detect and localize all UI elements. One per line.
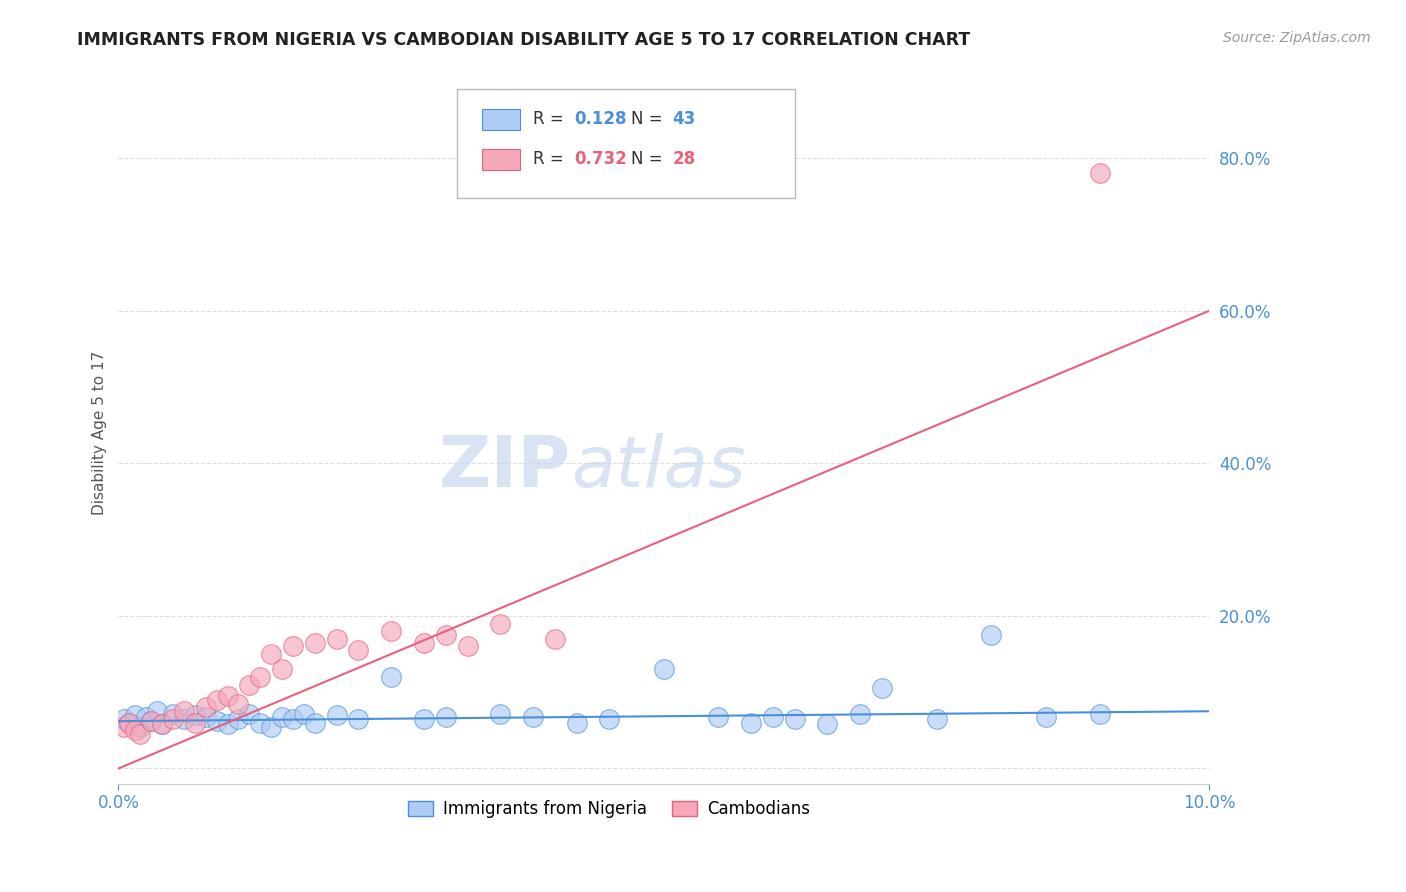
Point	[112, 712, 135, 726]
Point	[150, 717, 173, 731]
Text: R =: R =	[533, 110, 569, 128]
Point	[489, 706, 512, 721]
Point	[238, 677, 260, 691]
Point	[325, 632, 347, 646]
Point	[1035, 709, 1057, 723]
Point	[173, 704, 195, 718]
Point	[249, 715, 271, 730]
Point	[740, 715, 762, 730]
Text: ZIP: ZIP	[439, 434, 571, 502]
Point	[150, 717, 173, 731]
Text: N =: N =	[631, 110, 668, 128]
Text: IMMIGRANTS FROM NIGERIA VS CAMBODIAN DISABILITY AGE 5 TO 17 CORRELATION CHART: IMMIGRANTS FROM NIGERIA VS CAMBODIAN DIS…	[77, 31, 970, 49]
Point	[762, 709, 785, 723]
Legend: Immigrants from Nigeria, Cambodians: Immigrants from Nigeria, Cambodians	[402, 793, 817, 824]
Point	[870, 681, 893, 696]
Point	[260, 647, 283, 661]
Point	[228, 697, 250, 711]
Point	[292, 706, 315, 721]
Point	[544, 632, 567, 646]
Point	[184, 708, 207, 723]
Point	[434, 709, 457, 723]
Text: 0.128: 0.128	[575, 110, 627, 128]
Point	[217, 689, 239, 703]
Point	[173, 712, 195, 726]
Point	[849, 706, 872, 721]
Point	[380, 624, 402, 639]
Point	[281, 640, 304, 654]
Point	[141, 714, 163, 728]
Point	[412, 635, 434, 649]
Point	[124, 708, 146, 723]
Point	[434, 628, 457, 642]
Point	[325, 708, 347, 723]
Point	[304, 635, 326, 649]
Point	[260, 719, 283, 733]
Point	[522, 709, 544, 723]
Point	[145, 704, 167, 718]
Point	[380, 670, 402, 684]
FancyBboxPatch shape	[482, 109, 520, 129]
FancyBboxPatch shape	[457, 89, 794, 198]
Point	[141, 714, 163, 728]
Text: 28: 28	[672, 150, 696, 168]
Point	[194, 700, 217, 714]
Point	[347, 712, 370, 726]
Point	[598, 712, 620, 726]
Point	[304, 715, 326, 730]
Point	[118, 715, 141, 730]
Point	[925, 712, 948, 726]
Text: 0.732: 0.732	[575, 150, 627, 168]
Point	[129, 719, 152, 733]
Point	[228, 712, 250, 726]
Point	[217, 717, 239, 731]
Point	[271, 662, 294, 676]
Point	[162, 706, 184, 721]
Point	[194, 709, 217, 723]
Point	[129, 727, 152, 741]
Text: atlas: atlas	[571, 434, 745, 502]
Point	[162, 712, 184, 726]
Point	[281, 712, 304, 726]
Point	[817, 717, 839, 731]
Point	[347, 643, 370, 657]
Point	[707, 709, 730, 723]
Point	[135, 709, 157, 723]
Y-axis label: Disability Age 5 to 17: Disability Age 5 to 17	[93, 351, 107, 515]
Point	[118, 715, 141, 730]
Point	[783, 712, 806, 726]
Point	[238, 706, 260, 721]
Text: 43: 43	[672, 110, 696, 128]
Point	[457, 640, 479, 654]
Point	[271, 709, 294, 723]
Point	[249, 670, 271, 684]
Point	[980, 628, 1002, 642]
Point	[112, 719, 135, 733]
Point	[652, 662, 675, 676]
Point	[124, 723, 146, 738]
Point	[412, 712, 434, 726]
Point	[1088, 166, 1111, 180]
Text: R =: R =	[533, 150, 569, 168]
FancyBboxPatch shape	[482, 149, 520, 169]
Point	[205, 714, 228, 728]
Point	[489, 616, 512, 631]
Text: N =: N =	[631, 150, 668, 168]
Point	[184, 715, 207, 730]
Point	[205, 693, 228, 707]
Text: Source: ZipAtlas.com: Source: ZipAtlas.com	[1223, 31, 1371, 45]
Point	[1088, 706, 1111, 721]
Point	[565, 715, 588, 730]
